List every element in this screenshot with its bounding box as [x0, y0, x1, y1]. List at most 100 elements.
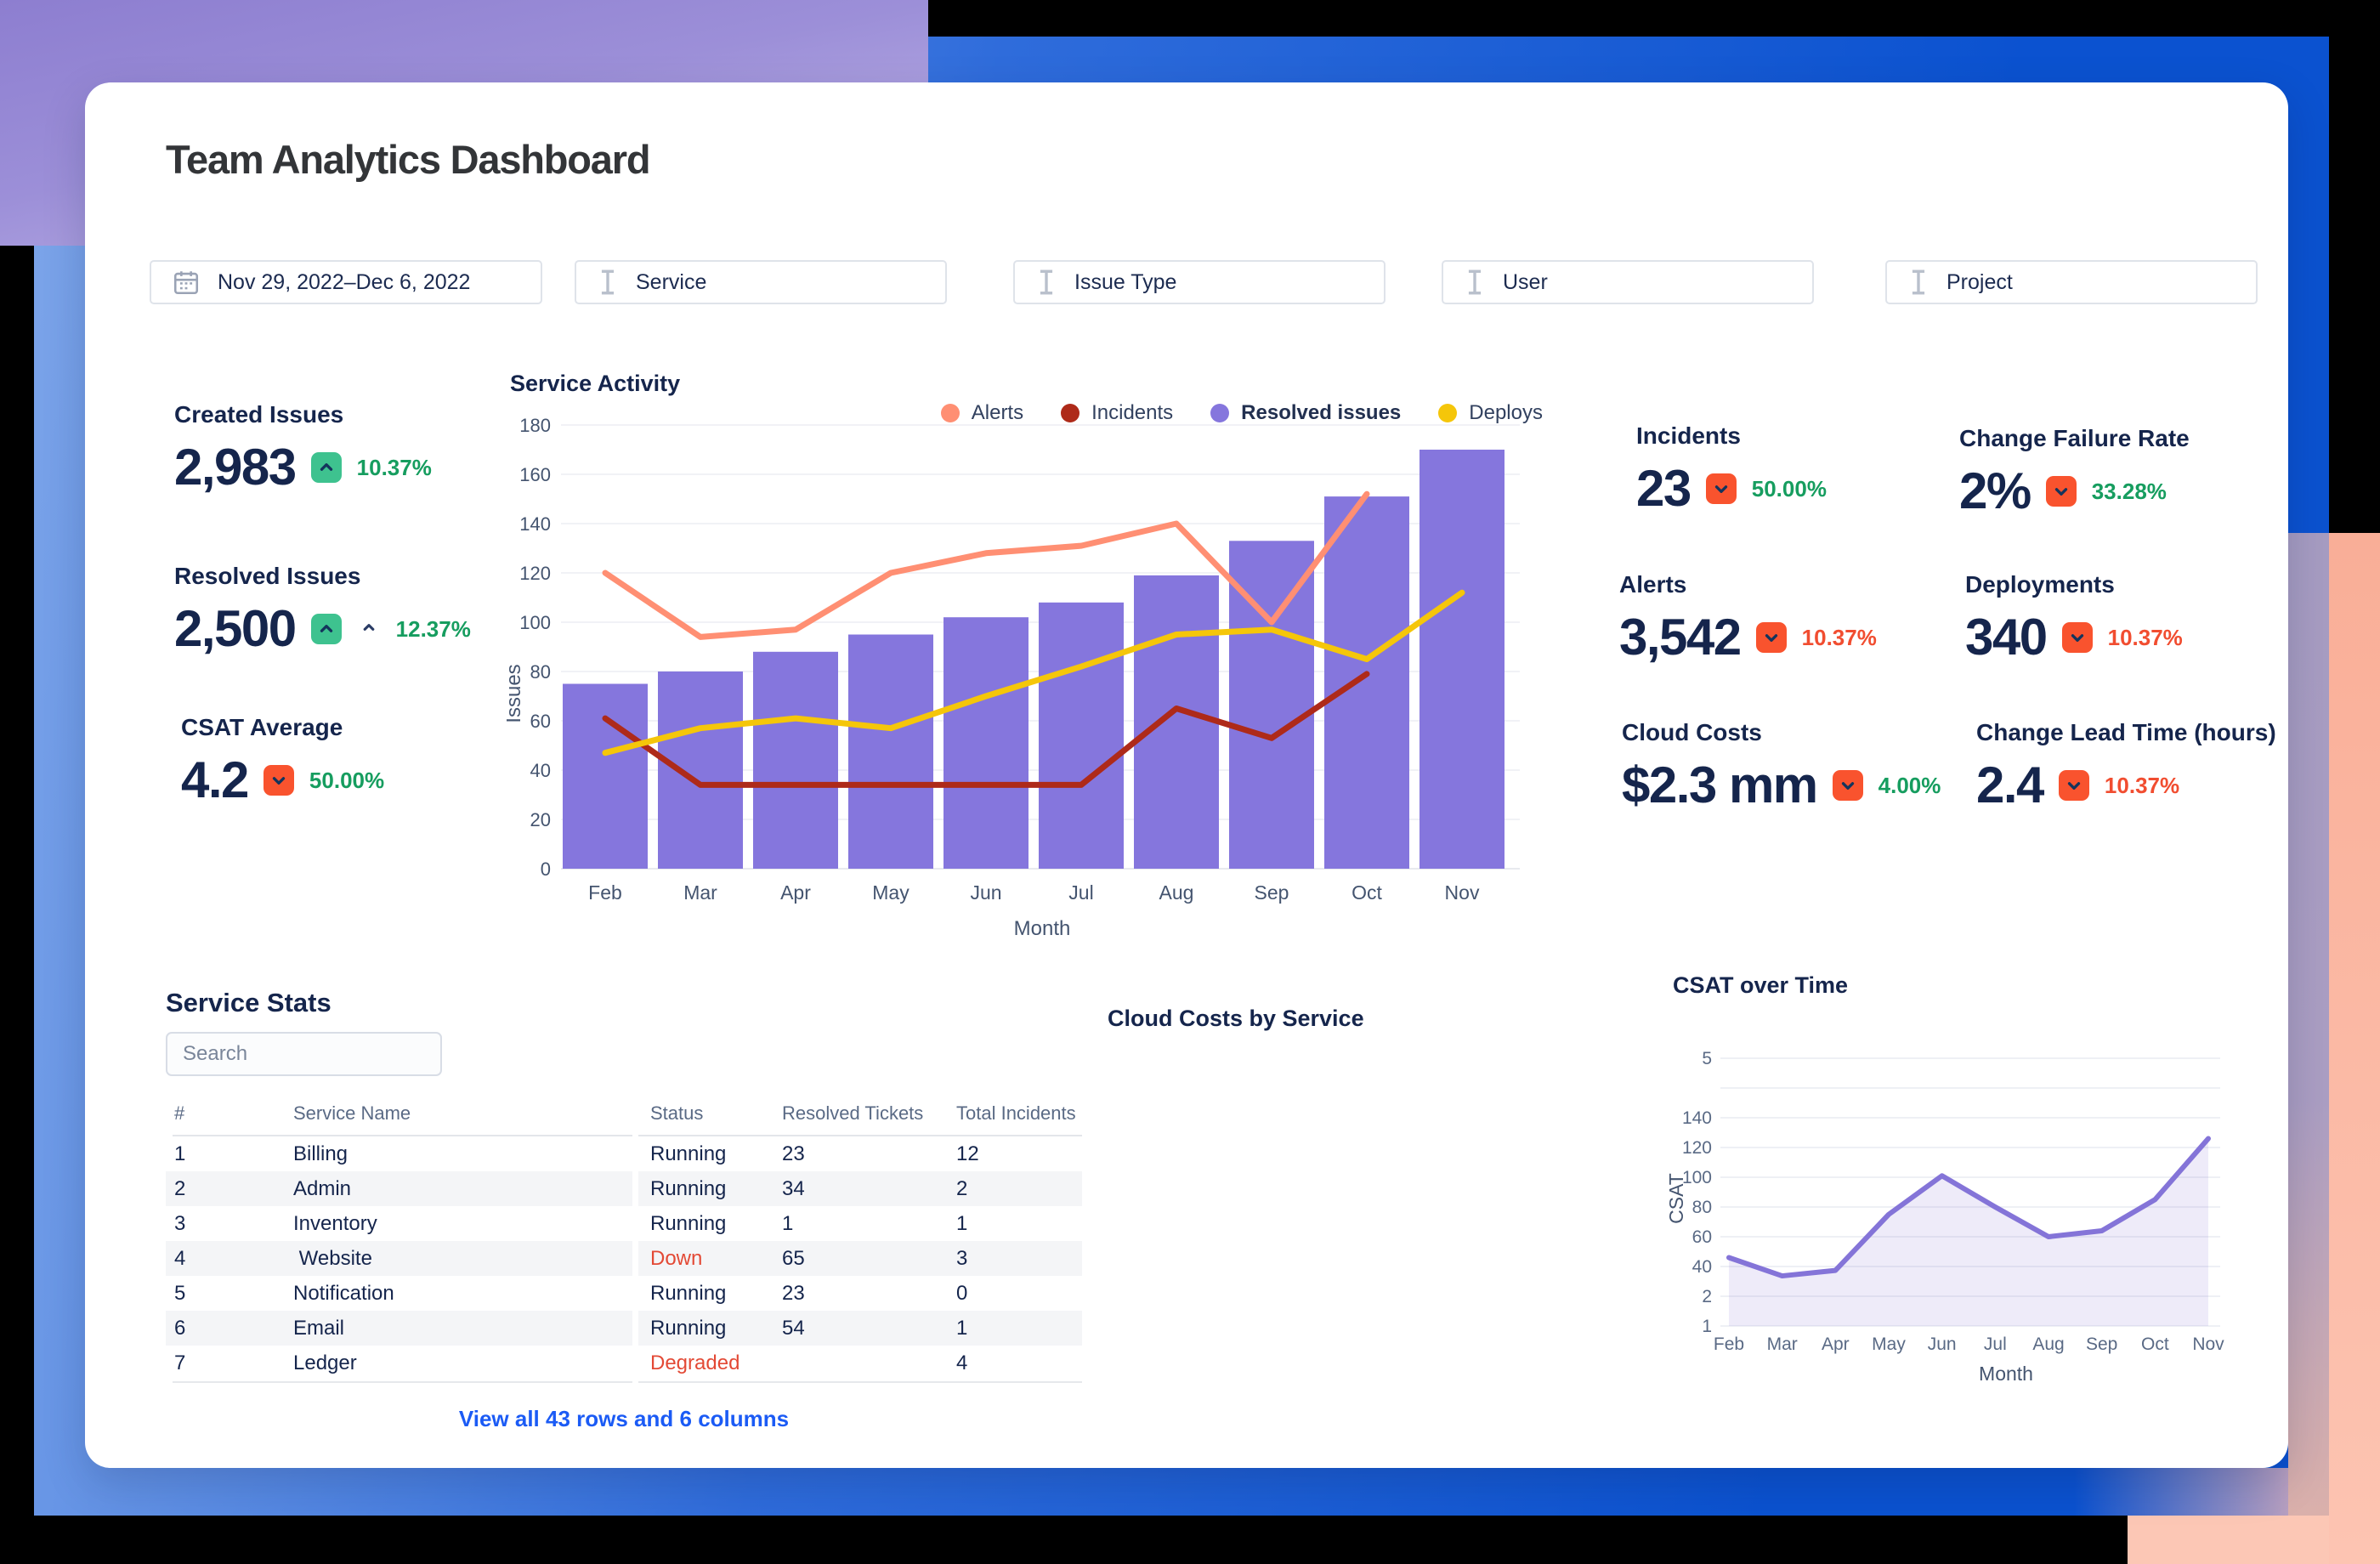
trend-up-badge-icon	[310, 614, 342, 644]
svg-text:40: 40	[1692, 1257, 1712, 1277]
svg-text:May: May	[872, 881, 910, 904]
column-header: Status	[650, 1102, 704, 1124]
svg-text:Mar: Mar	[1767, 1334, 1798, 1354]
date-range-filter[interactable]: Nov 29, 2022–Dec 6, 2022	[150, 260, 542, 304]
kpi-value: $2.3 mm	[1622, 756, 1818, 813]
search-input[interactable]	[167, 1041, 448, 1067]
table-row[interactable]: 5 Notification Running 23 0	[174, 1282, 968, 1305]
legend-item-incidents[interactable]: Incidents	[1061, 401, 1173, 425]
table-row[interactable]: 4 Website Down 65 3	[166, 1241, 1082, 1276]
svg-text:1: 1	[1702, 1317, 1712, 1336]
table-header: # Service Name Status Resolved Tickets T…	[166, 1102, 1082, 1135]
table-row[interactable]: 2 Admin Running 34 2	[166, 1171, 1082, 1206]
service-filter[interactable]: Service	[575, 260, 947, 304]
service-activity-chart: 0 20 40 60 80 100 120 140 160 180 Feb Mar Apr May Jun J…	[507, 371, 1578, 949]
svg-text:120: 120	[1682, 1138, 1712, 1158]
column-header: #	[174, 1102, 185, 1124]
chart-title: Service Activity	[510, 371, 681, 396]
legend-item-deploys[interactable]: Deploys	[1438, 401, 1543, 425]
kpi-delta: 4.00%	[1878, 772, 1941, 798]
svg-text:80: 80	[1692, 1198, 1712, 1217]
kpi-label: Resolved Issues	[174, 563, 361, 589]
kpi-delta: 10.37%	[2107, 624, 2183, 650]
svg-text:80: 80	[530, 661, 551, 683]
svg-text:140: 140	[1682, 1108, 1712, 1128]
svg-text:Nov: Nov	[1445, 881, 1480, 904]
background-bottom-salmon	[2128, 1516, 2329, 1564]
kpi-created-issues: Created Issues 2,983 10.37%	[174, 401, 432, 493]
table-row[interactable]: 7 Ledger Degraded 4	[174, 1352, 968, 1374]
trend-down-badge-icon	[2058, 770, 2089, 801]
search-box[interactable]	[166, 1032, 448, 1076]
svg-text:Feb: Feb	[1714, 1334, 1744, 1354]
svg-text:Sep: Sep	[1255, 881, 1289, 904]
cloud-costs-section-title: Cloud Costs by Service	[1108, 1006, 1364, 1031]
user-filter[interactable]: User	[1442, 260, 1814, 304]
svg-text:160: 160	[519, 464, 551, 485]
background-blend-column	[2288, 533, 2329, 1564]
kpi-label: Change Lead Time (hours)	[1976, 719, 2276, 745]
csat-over-time-chart: 5 140 120 100 80 60 40 2 1 Feb Mar Apr May Jun Jul Aug S…	[1649, 969, 2270, 1394]
column-header: Resolved Tickets	[782, 1102, 924, 1124]
svg-text:180: 180	[519, 415, 551, 436]
svg-text:Nov: Nov	[2192, 1334, 2224, 1354]
trend-up-badge-icon	[310, 452, 342, 483]
svg-text:60: 60	[530, 711, 551, 732]
table-row[interactable]: 3 Inventory Running 1 1	[174, 1212, 968, 1235]
trend-down-badge-icon	[1755, 622, 1787, 653]
project-filter[interactable]: Project	[1885, 260, 2258, 304]
chart-title: CSAT over Time	[1673, 972, 1849, 998]
svg-text:40: 40	[530, 760, 551, 781]
svg-text:Month: Month	[1979, 1363, 2033, 1385]
kpi-label: Created Issues	[174, 401, 344, 428]
svg-text:Feb: Feb	[588, 881, 622, 904]
divider	[173, 1135, 632, 1136]
svg-text:Mar: Mar	[683, 881, 717, 904]
service-activity-plot: 0 20 40 60 80 100 120 140 160 180 Feb Mar Apr May Jun J…	[507, 415, 1520, 940]
kpi-delta: 10.37%	[356, 454, 432, 480]
kpi-value: 2,983	[174, 439, 297, 496]
background-salmon-column	[2329, 533, 2380, 1564]
ibeam-icon	[1468, 269, 1482, 295]
table-row[interactable]: 1 Billing Running 23 12	[174, 1142, 979, 1165]
divider	[173, 1381, 632, 1383]
chart-legend: Alerts Incidents Resolved issues Deploys	[940, 401, 1543, 425]
kpi-label: Cloud Costs	[1622, 719, 1762, 745]
kpi-delta: 50.00%	[1751, 475, 1827, 502]
svg-text:May: May	[1872, 1334, 1906, 1354]
user-filter-label: User	[1503, 269, 1548, 294]
kpi-resolved-issues: Resolved Issues 2,500 12.37%	[174, 563, 471, 654]
legend-item-resolved-issues[interactable]: Resolved issues	[1210, 401, 1401, 425]
ibeam-icon	[1040, 269, 1053, 295]
legend-item-alerts[interactable]: Alerts	[940, 401, 1023, 425]
kpi-value: 2.4	[1976, 756, 2044, 813]
ibeam-icon	[1912, 269, 1925, 295]
svg-text:20: 20	[530, 809, 551, 830]
trend-down-badge-icon	[1832, 770, 1863, 801]
view-all-link[interactable]: View all 43 rows and 6 columns	[458, 1406, 790, 1431]
divider	[638, 1381, 1082, 1383]
service-stats-section: Service Stats # Service Name Status Reso…	[166, 988, 1088, 1468]
svg-text:120: 120	[519, 563, 551, 584]
section-title: Service Stats	[166, 988, 332, 1017]
kpi-delta: 50.00%	[309, 767, 385, 793]
legend-dot-icon	[1210, 404, 1230, 422]
issue-type-filter[interactable]: Issue Type	[1013, 260, 1386, 304]
svg-text:Sep: Sep	[2086, 1334, 2117, 1354]
kpi-label: CSAT Average	[181, 714, 343, 740]
issue-type-filter-label: Issue Type	[1074, 269, 1177, 294]
svg-text:Oct: Oct	[2141, 1334, 2169, 1354]
kpi-csat-average: CSAT Average 4.2 50.00%	[181, 714, 384, 806]
kpi-incidents: Incidents 23 50.00%	[1636, 422, 1827, 514]
legend-dot-icon	[1438, 404, 1458, 422]
trend-down-badge-icon	[2061, 622, 2093, 653]
svg-text:Aug: Aug	[1159, 881, 1194, 904]
kpi-cloud-costs: Cloud Costs $2.3 mm 4.00%	[1622, 719, 1941, 811]
table-row[interactable]: 6 Email Running 54 1	[166, 1311, 1082, 1346]
svg-text:Oct: Oct	[1352, 881, 1382, 904]
svg-text:0: 0	[541, 858, 551, 880]
svg-text:Jun: Jun	[1928, 1334, 1957, 1354]
svg-text:Jul: Jul	[1984, 1334, 2007, 1354]
svg-text:CSAT: CSAT	[1665, 1173, 1687, 1224]
